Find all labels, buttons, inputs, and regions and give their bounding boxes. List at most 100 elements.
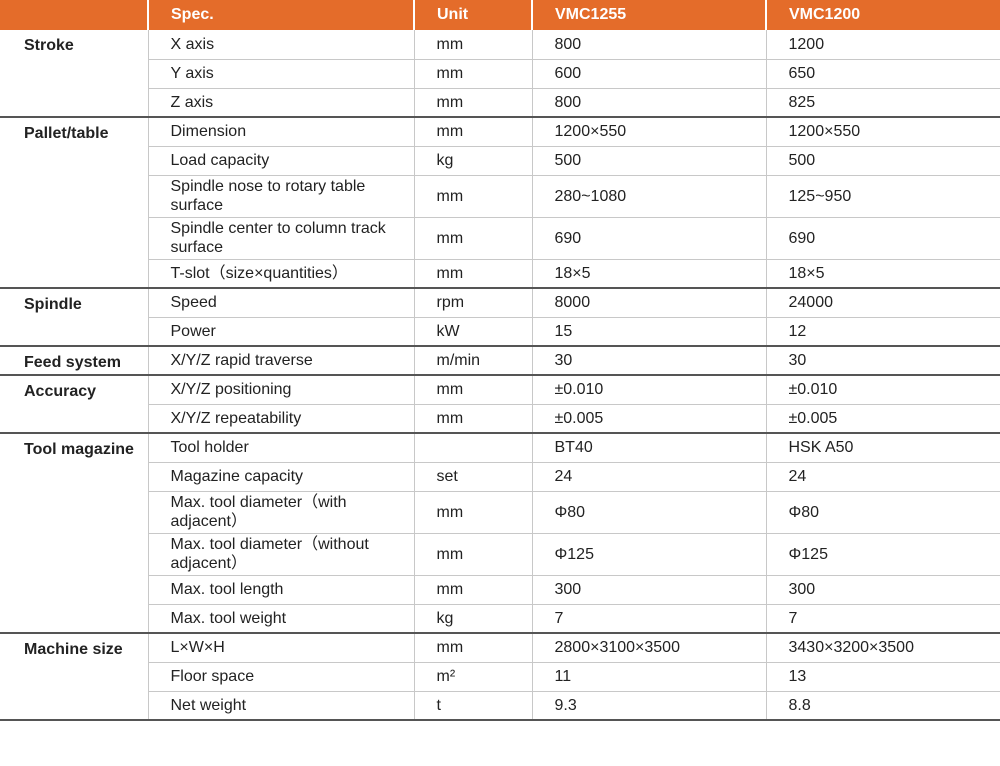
table-row: Stroke X axis mm 800 1200 bbox=[0, 30, 1000, 118]
spec-cell: Load capacity bbox=[147, 146, 414, 176]
spec-cell: X/Y/Z repeatability bbox=[147, 404, 414, 434]
spec-cell: T-slot（size×quantities） bbox=[147, 259, 414, 289]
header-unit: Unit bbox=[413, 0, 532, 30]
model-a-cell: 8000 bbox=[531, 288, 766, 318]
header-spec: Spec. bbox=[147, 0, 414, 30]
table-row: Load capacity kg 500 500 bbox=[0, 146, 1000, 176]
spec-cell: Spindle nose to rotary table surface bbox=[147, 175, 414, 218]
table-row: Net weight t 9.3 8.8 bbox=[0, 691, 1000, 721]
model-b-cell: ±0.010 bbox=[765, 375, 1000, 405]
spec-cell: Tool holder bbox=[147, 433, 414, 463]
model-a-cell: ±0.005 bbox=[531, 404, 766, 434]
category-cell: Machine size bbox=[0, 633, 148, 721]
unit-cell: mm bbox=[413, 88, 532, 118]
model-a-cell: 300 bbox=[531, 575, 766, 605]
model-a-cell: 15 bbox=[531, 317, 766, 347]
spec-cell: Magazine capacity bbox=[147, 462, 414, 492]
table-row: Z axis mm 800 825 bbox=[0, 88, 1000, 118]
model-b-cell: 825 bbox=[765, 88, 1000, 118]
model-b-cell: 690 bbox=[765, 217, 1000, 260]
model-b-cell: 13 bbox=[765, 662, 1000, 692]
unit-cell: mm bbox=[413, 633, 532, 663]
model-a-cell: 280~1080 bbox=[531, 175, 766, 218]
model-b-cell: HSK A50 bbox=[765, 433, 1000, 463]
model-b-cell: 7 bbox=[765, 604, 1000, 634]
model-a-cell: 30 bbox=[531, 346, 766, 376]
spec-table: Spec. Unit VMC1255 VMC1200 Stroke X axis m… bbox=[0, 0, 1000, 721]
unit-cell: rpm bbox=[413, 288, 532, 318]
spec-cell: Max. tool diameter（without adjacent） bbox=[147, 533, 414, 576]
unit-cell: kg bbox=[413, 604, 532, 634]
model-b-cell: 3430×3200×3500 bbox=[765, 633, 1000, 663]
spec-cell: Max. tool weight bbox=[147, 604, 414, 634]
model-b-cell: 1200×550 bbox=[765, 117, 1000, 147]
model-b-cell: ±0.005 bbox=[765, 404, 1000, 434]
model-b-cell: 125~950 bbox=[765, 175, 1000, 218]
table-row: T-slot（size×quantities） mm 18×5 18×5 bbox=[0, 259, 1000, 289]
spec-cell: L×W×H bbox=[147, 633, 414, 663]
header-model-a: VMC1255 bbox=[531, 0, 766, 30]
table-row: Spindle center to column track surface mm… bbox=[0, 217, 1000, 260]
model-a-cell: 9.3 bbox=[531, 691, 766, 721]
model-b-cell: 1200 bbox=[765, 30, 1000, 60]
header-category bbox=[0, 0, 148, 30]
model-b-cell: 650 bbox=[765, 59, 1000, 89]
spec-cell: X/Y/Z positioning bbox=[147, 375, 414, 405]
table-row: Max. tool diameter（without adjacent） mm Φ1… bbox=[0, 533, 1000, 576]
model-a-cell: 690 bbox=[531, 217, 766, 260]
spec-cell: Speed bbox=[147, 288, 414, 318]
model-a-cell: 500 bbox=[531, 146, 766, 176]
spec-cell: X axis bbox=[147, 30, 414, 60]
model-b-cell: 500 bbox=[765, 146, 1000, 176]
model-a-cell: 1200×550 bbox=[531, 117, 766, 147]
unit-cell: mm bbox=[413, 404, 532, 434]
table-row: Max. tool weight kg 7 7 bbox=[0, 604, 1000, 634]
unit-cell: mm bbox=[413, 533, 532, 576]
table-row: Machine size L×W×H mm 2800×3100×3500 3430×32… bbox=[0, 633, 1000, 721]
spec-cell: Y axis bbox=[147, 59, 414, 89]
unit-cell: set bbox=[413, 462, 532, 492]
table-row: Max. tool diameter（with adjacent） mm Φ80 Φ8… bbox=[0, 491, 1000, 534]
unit-cell: mm bbox=[413, 59, 532, 89]
unit-cell: mm bbox=[413, 259, 532, 289]
table-row: Accuracy X/Y/Z positioning mm ±0.010 ±0.010 bbox=[0, 375, 1000, 434]
spec-cell: Net weight bbox=[147, 691, 414, 721]
unit-cell: m/min bbox=[413, 346, 532, 376]
category-cell: Stroke bbox=[0, 30, 148, 118]
spec-cell: Spindle center to column track surface bbox=[147, 217, 414, 260]
table-row: Power kW 15 12 bbox=[0, 317, 1000, 347]
table-row: Max. tool length mm 300 300 bbox=[0, 575, 1000, 605]
model-b-cell: Φ80 bbox=[765, 491, 1000, 534]
spec-cell: Max. tool diameter（with adjacent） bbox=[147, 491, 414, 534]
category-cell: Feed system bbox=[0, 346, 148, 376]
spec-cell: Z axis bbox=[147, 88, 414, 118]
table-row: X/Y/Z repeatability mm ±0.005 ±0.005 bbox=[0, 404, 1000, 434]
unit-cell: mm bbox=[413, 175, 532, 218]
model-a-cell: 11 bbox=[531, 662, 766, 692]
table-row: Magazine capacity set 24 24 bbox=[0, 462, 1000, 492]
model-b-cell: 8.8 bbox=[765, 691, 1000, 721]
unit-cell: mm bbox=[413, 491, 532, 534]
model-a-cell: 18×5 bbox=[531, 259, 766, 289]
unit-cell: kW bbox=[413, 317, 532, 347]
model-a-cell: Φ125 bbox=[531, 533, 766, 576]
model-a-cell: 2800×3100×3500 bbox=[531, 633, 766, 663]
table-row: Spindle nose to rotary table surface mm 28… bbox=[0, 175, 1000, 218]
model-a-cell: ±0.010 bbox=[531, 375, 766, 405]
model-a-cell: 800 bbox=[531, 88, 766, 118]
spec-cell: Max. tool length bbox=[147, 575, 414, 605]
table-row: Y axis mm 600 650 bbox=[0, 59, 1000, 89]
model-b-cell: 300 bbox=[765, 575, 1000, 605]
model-a-cell: Φ80 bbox=[531, 491, 766, 534]
model-b-cell: 12 bbox=[765, 317, 1000, 347]
table-row: Floor space m² 11 13 bbox=[0, 662, 1000, 692]
unit-cell: mm bbox=[413, 375, 532, 405]
model-b-cell: 24 bbox=[765, 462, 1000, 492]
unit-cell: t bbox=[413, 691, 532, 721]
model-a-cell: BT40 bbox=[531, 433, 766, 463]
unit-cell: mm bbox=[413, 217, 532, 260]
table-row: Pallet/table Dimension mm 1200×550 1200×550 bbox=[0, 117, 1000, 289]
spec-cell: Dimension bbox=[147, 117, 414, 147]
spec-cell: X/Y/Z rapid traverse bbox=[147, 346, 414, 376]
table-row: Spindle Speed rpm 8000 24000 bbox=[0, 288, 1000, 347]
